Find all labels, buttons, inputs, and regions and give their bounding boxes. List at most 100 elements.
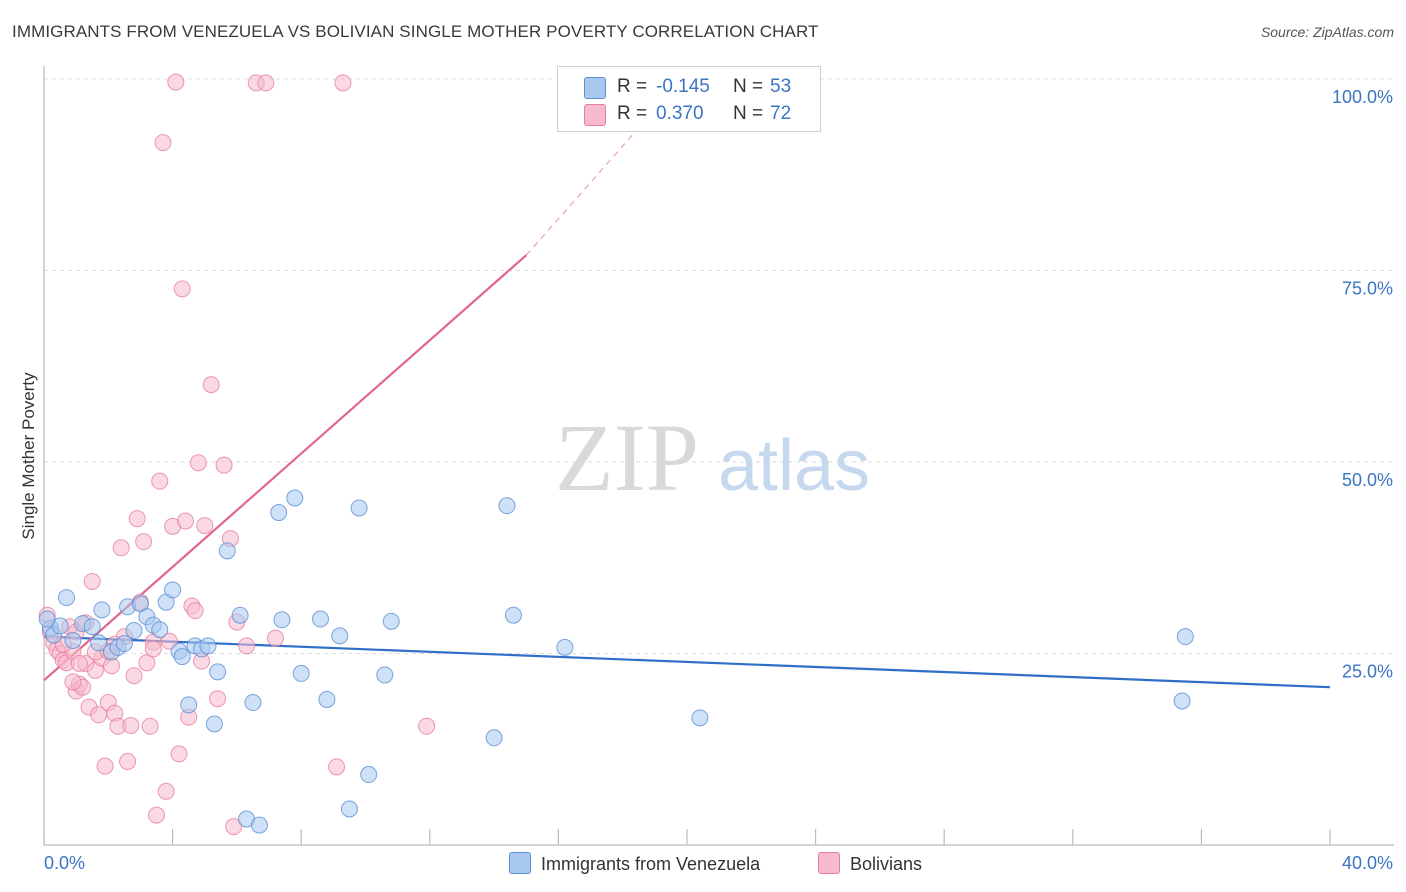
- point-bolivians: [186, 602, 204, 620]
- stats-legend: R = -0.145 N = 53 R = 0.370 N = 72: [557, 66, 821, 132]
- point-venezuela: [93, 601, 111, 619]
- point-bolivians: [96, 757, 114, 775]
- gridlines: [44, 78, 1394, 654]
- x-tick-label: 40.0%: [1342, 853, 1393, 873]
- point-venezuela: [340, 800, 358, 818]
- legend-n-label: N =: [733, 76, 764, 97]
- point-bolivians: [125, 667, 143, 685]
- watermark-atlas: atlas: [718, 426, 870, 506]
- point-bolivians: [209, 690, 227, 708]
- y-axis-title: Single Mother Poverty: [19, 372, 38, 540]
- point-venezuela: [115, 635, 133, 653]
- legend-r-label: R =: [617, 76, 648, 97]
- point-venezuela: [38, 610, 56, 628]
- watermark-zip: ZIP: [555, 404, 699, 511]
- chart-title: IMMIGRANTS FROM VENEZUELA VS BOLIVIAN SI…: [12, 22, 819, 41]
- point-venezuela: [173, 648, 191, 666]
- legend-swatch-pink: [584, 104, 606, 126]
- point-bolivians: [176, 512, 194, 530]
- legend-r-value: 0.370: [656, 103, 704, 124]
- point-bolivians: [112, 539, 130, 557]
- point-venezuela: [151, 621, 169, 639]
- legend-r-value: -0.145: [656, 76, 710, 97]
- point-venezuela: [331, 627, 349, 645]
- watermark: ZIP atlas: [555, 404, 870, 511]
- point-venezuela: [164, 581, 182, 599]
- point-venezuela: [270, 504, 288, 522]
- point-venezuela: [292, 664, 310, 682]
- point-bolivians: [225, 818, 243, 836]
- y-tick-label: 100.0%: [1332, 87, 1393, 107]
- point-venezuela: [376, 666, 394, 684]
- bottom-legend-bolivians: Bolivians: [818, 852, 922, 875]
- point-bolivians: [202, 376, 220, 394]
- point-bolivians: [167, 73, 185, 91]
- point-bolivians: [173, 280, 191, 298]
- point-venezuela: [311, 610, 329, 628]
- point-bolivians: [196, 517, 214, 535]
- legend-n-label: N =: [733, 103, 764, 124]
- point-venezuela: [83, 618, 101, 636]
- point-bolivians: [215, 456, 233, 474]
- x-tick-labels: 0.0% 40.0%: [44, 853, 1393, 873]
- point-bolivians: [128, 510, 146, 528]
- point-venezuela: [350, 499, 368, 517]
- point-venezuela: [125, 622, 143, 640]
- point-venezuela: [691, 709, 709, 727]
- point-bolivians: [135, 533, 153, 551]
- point-bolivians: [257, 74, 275, 92]
- axes: [43, 66, 1394, 846]
- point-venezuela: [199, 637, 217, 655]
- point-bolivians: [334, 74, 352, 92]
- legend-n-value: 53: [770, 76, 792, 97]
- point-venezuela: [205, 715, 223, 733]
- legend-r-label: R =: [617, 103, 648, 124]
- point-bolivians: [418, 717, 436, 735]
- y-tick-label: 50.0%: [1342, 470, 1393, 490]
- bottom-legend-swatch-blue: [509, 852, 531, 874]
- bottom-legend-label: Bolivians: [850, 854, 923, 874]
- trend-line-venezuela: [43, 635, 1331, 689]
- point-bolivians: [83, 572, 101, 590]
- legend-n-value: 72: [770, 103, 792, 124]
- point-bolivians: [144, 640, 162, 658]
- point-bolivians: [328, 758, 346, 776]
- bottom-legend-swatch-pink: [818, 852, 840, 874]
- point-venezuela: [1173, 692, 1191, 710]
- point-venezuela: [286, 489, 304, 507]
- y-tick-label: 75.0%: [1342, 279, 1393, 299]
- point-venezuela: [273, 611, 291, 629]
- point-venezuela: [64, 631, 82, 649]
- bottom-legend-label: Immigrants from Venezuela: [541, 854, 761, 874]
- point-venezuela: [218, 542, 236, 560]
- point-bolivians: [238, 637, 256, 655]
- source-label: Source: ZipAtlas.com: [1260, 24, 1394, 40]
- point-venezuela: [58, 589, 76, 607]
- point-bolivians: [170, 745, 188, 763]
- y-tick-label: 25.0%: [1342, 662, 1393, 682]
- point-venezuela: [498, 497, 516, 515]
- point-venezuela: [250, 816, 268, 834]
- y-tick-labels: 25.0% 50.0% 75.0% 100.0%: [1332, 87, 1393, 682]
- point-venezuela: [244, 694, 262, 712]
- x-tick-label: 0.0%: [44, 853, 85, 873]
- point-bolivians: [266, 629, 284, 647]
- point-venezuela: [231, 606, 249, 624]
- point-bolivians: [122, 717, 140, 735]
- point-venezuela: [209, 663, 227, 681]
- bottom-legend-venezuela: Immigrants from Venezuela: [509, 852, 760, 875]
- point-venezuela: [485, 729, 503, 747]
- point-venezuela: [556, 638, 574, 656]
- point-bolivians: [70, 654, 88, 672]
- point-venezuela: [90, 634, 108, 652]
- point-venezuela: [180, 696, 198, 714]
- point-bolivians: [154, 134, 172, 152]
- point-venezuela: [360, 766, 378, 784]
- point-venezuela: [382, 612, 400, 630]
- point-bolivians: [148, 806, 166, 824]
- point-bolivians: [64, 673, 82, 691]
- point-bolivians: [119, 753, 137, 771]
- data-points: [38, 73, 1194, 836]
- point-bolivians: [151, 472, 169, 490]
